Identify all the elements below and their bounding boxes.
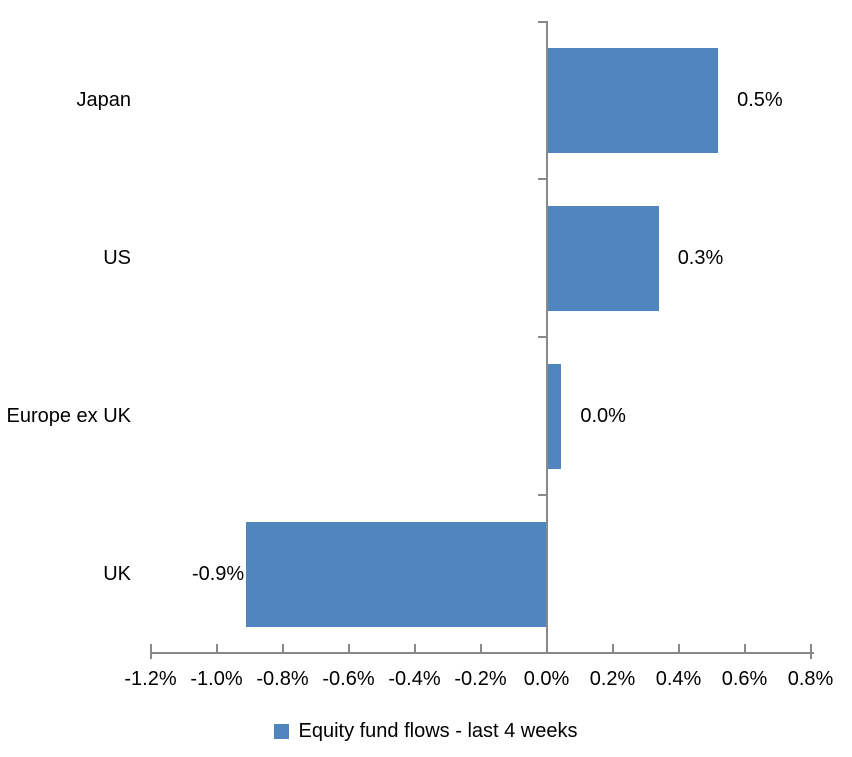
bar	[546, 205, 659, 311]
x-axis-tick	[479, 643, 482, 652]
x-axis-tick-label: -0.4%	[388, 668, 441, 690]
value-label: 0.3%	[677, 246, 724, 269]
category-tick	[537, 336, 546, 338]
category-tick	[537, 494, 546, 496]
x-axis-tick-label: 0.4%	[655, 668, 702, 690]
x-axis-tick-label: -1.2%	[124, 668, 177, 690]
x-axis-tick-label: -1.0%	[190, 668, 243, 690]
category-label: Japan	[76, 88, 132, 111]
value-label: -0.9%	[191, 562, 245, 585]
x-axis-tick	[413, 643, 416, 652]
x-axis-tick-label: 0.2%	[589, 668, 636, 690]
bar	[546, 47, 719, 153]
category-label: UK	[103, 562, 131, 585]
x-axis-tick	[545, 643, 548, 652]
x-axis-tick-label: 0.6%	[721, 668, 768, 690]
x-axis-tick-label: 0.8%	[787, 668, 834, 690]
x-axis-tick	[281, 643, 284, 652]
value-label: 0.0%	[580, 404, 626, 427]
x-axis-line	[150, 651, 814, 654]
category-tick	[537, 21, 546, 23]
legend-label: Equity fund flows - last 4 weeks	[298, 719, 578, 742]
x-axis-tick	[809, 643, 812, 659]
category-tick	[537, 178, 546, 180]
legend-marker-square	[274, 723, 290, 739]
x-axis-tick	[743, 643, 746, 652]
legend: Equity fund flows - last 4 weeks	[0, 718, 852, 744]
bar	[546, 363, 562, 469]
bar	[246, 521, 547, 627]
value-label: 0.5%	[737, 88, 783, 111]
x-axis-tick	[149, 643, 152, 659]
category-label: Europe ex UK	[6, 404, 131, 427]
y-axis-line	[545, 21, 548, 654]
category-label: US	[103, 246, 131, 269]
x-axis-tick	[215, 643, 218, 652]
x-axis-tick-label: -0.8%	[256, 668, 309, 690]
x-axis-tick	[677, 643, 680, 652]
x-axis-tick	[611, 643, 614, 652]
x-axis-tick-label: 0.0%	[523, 668, 570, 690]
x-axis-tick	[347, 643, 350, 652]
x-axis-tick-label: -0.2%	[454, 668, 507, 690]
x-axis-tick-label: -0.6%	[322, 668, 375, 690]
